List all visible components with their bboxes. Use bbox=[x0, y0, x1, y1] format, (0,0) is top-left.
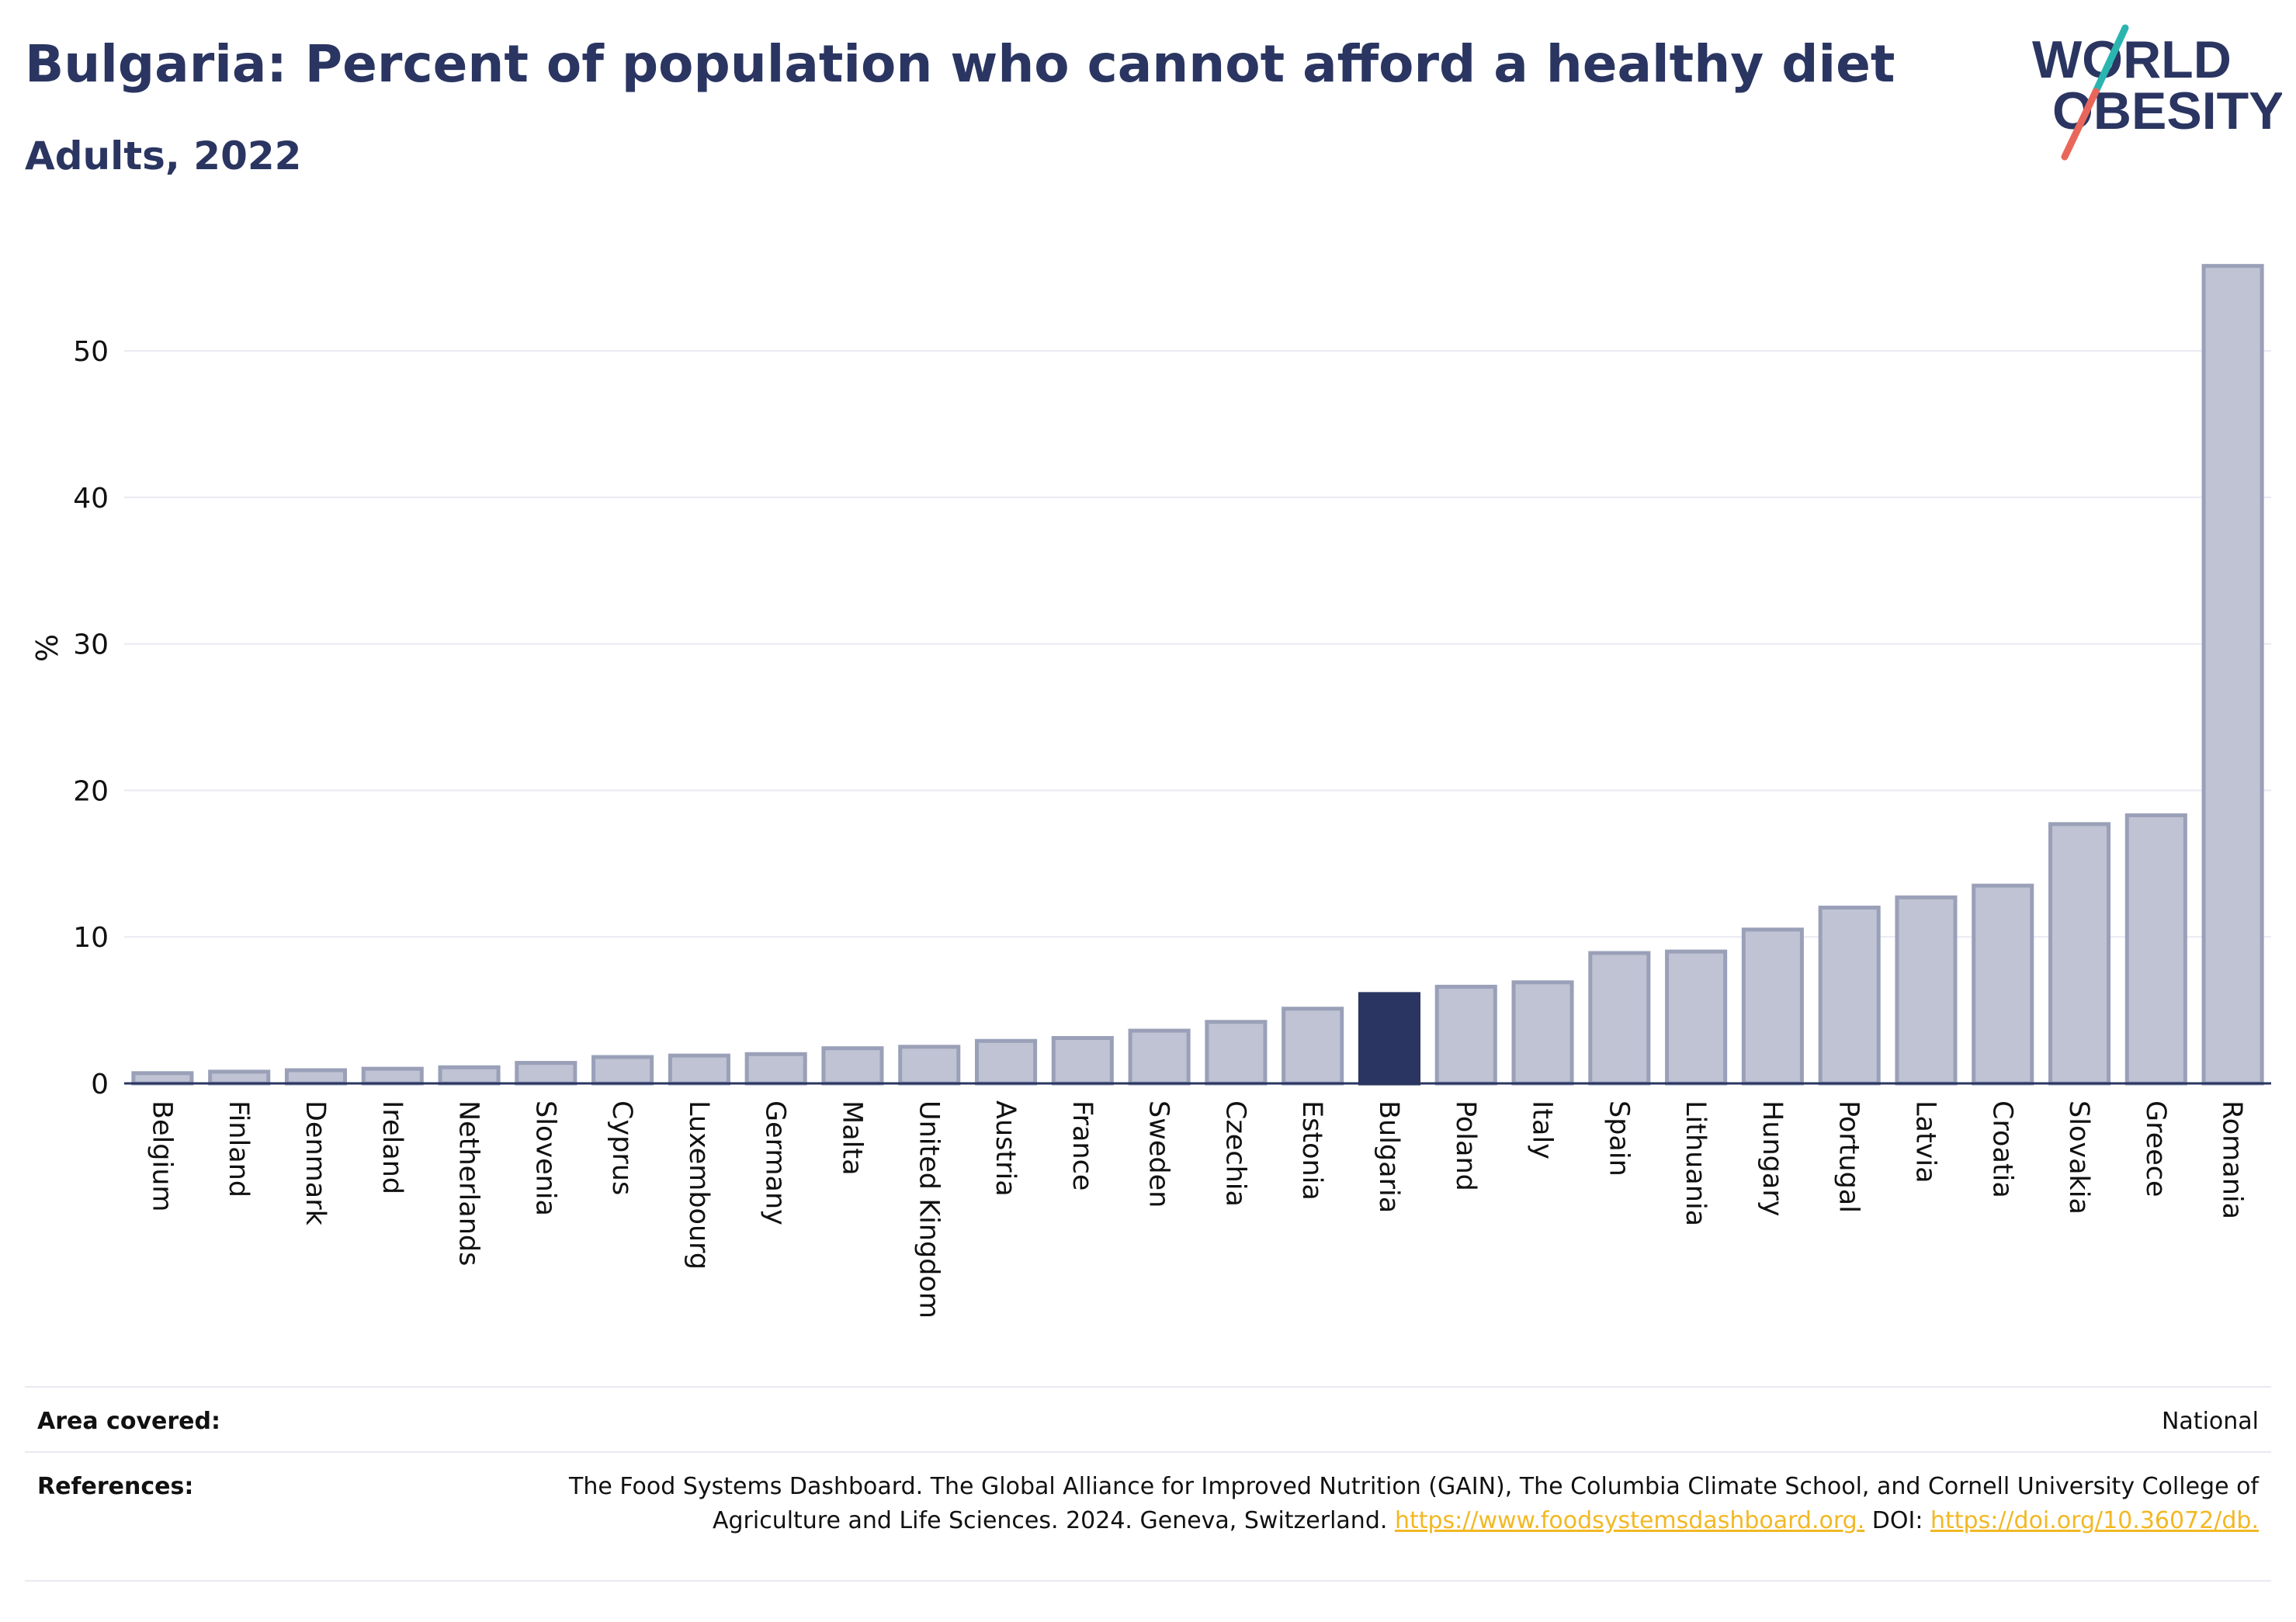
bar-hungary[interactable] bbox=[1743, 930, 1802, 1083]
x-tick-label: Greece bbox=[2140, 1100, 2171, 1197]
bar-belgium[interactable] bbox=[134, 1073, 192, 1083]
x-tick-label: Slovenia bbox=[529, 1100, 560, 1216]
y-tick-label: 30 bbox=[73, 629, 109, 661]
x-tick-label: Slovakia bbox=[2063, 1100, 2094, 1215]
x-tick-label: Italy bbox=[1527, 1100, 1558, 1159]
y-tick-label: 0 bbox=[91, 1069, 109, 1100]
bar-italy[interactable] bbox=[1514, 983, 1572, 1083]
bar-sweden[interactable] bbox=[1130, 1031, 1188, 1083]
x-tick-label: Lithuania bbox=[1680, 1100, 1711, 1226]
bar-france[interactable] bbox=[1053, 1038, 1112, 1083]
x-tick-label: Belgium bbox=[146, 1100, 177, 1212]
footer-divider-middle bbox=[25, 1451, 2271, 1453]
y-axis-label: % bbox=[30, 634, 64, 662]
bar-latvia[interactable] bbox=[1897, 897, 1955, 1083]
bar-bulgaria[interactable] bbox=[1360, 994, 1418, 1083]
x-tick-label: Spain bbox=[1603, 1100, 1634, 1177]
bar-portugal[interactable] bbox=[1820, 907, 1878, 1083]
bar-spain[interactable] bbox=[1590, 953, 1649, 1083]
x-tick-label: Netherlands bbox=[453, 1100, 484, 1266]
bar-ireland[interactable] bbox=[363, 1069, 421, 1083]
x-tick-label: Germany bbox=[760, 1100, 791, 1225]
bar-estonia[interactable] bbox=[1284, 1009, 1342, 1083]
x-tick-label: Denmark bbox=[300, 1100, 331, 1226]
area-covered-value: National bbox=[2162, 1405, 2259, 1439]
bar-finland[interactable] bbox=[210, 1072, 269, 1083]
x-tick-label: Latvia bbox=[1909, 1100, 1941, 1184]
x-tick-label: Ireland bbox=[376, 1100, 408, 1194]
x-tick-label: Finland bbox=[223, 1100, 254, 1197]
references-label: References: bbox=[37, 1473, 193, 1500]
bar-luxembourg[interactable] bbox=[670, 1055, 728, 1083]
x-tick-label: Romania bbox=[2217, 1100, 2248, 1219]
x-tick-label: Luxembourg bbox=[683, 1100, 714, 1270]
y-tick-label: 40 bbox=[73, 483, 109, 515]
bar-layer bbox=[134, 266, 2262, 1083]
x-tick-label: Estonia bbox=[1296, 1100, 1327, 1201]
y-tick-layer: 0 10 20 30 40 50 bbox=[73, 336, 109, 1100]
bar-slovakia[interactable] bbox=[2050, 824, 2108, 1083]
references-row: References: The Food Systems Dashboard. … bbox=[25, 1467, 2271, 1583]
grid-layer bbox=[124, 351, 2271, 937]
x-tick-label: Croatia bbox=[1986, 1100, 2017, 1198]
footer-divider-bottom bbox=[25, 1580, 2271, 1582]
x-tick-label: Portugal bbox=[1833, 1100, 1864, 1213]
bar-greece[interactable] bbox=[2127, 816, 2185, 1083]
bar-united-kingdom[interactable] bbox=[900, 1047, 959, 1083]
x-tick-label: Hungary bbox=[1757, 1100, 1788, 1216]
x-tick-label: Austria bbox=[990, 1100, 1021, 1197]
x-tick-label: Poland bbox=[1450, 1100, 1481, 1191]
footer-divider-top bbox=[25, 1386, 2271, 1388]
bar-chart: 0 10 20 30 40 50 Belgium Finland Denmark Ireland… bbox=[0, 0, 2296, 1366]
x-tick-label: Bulgaria bbox=[1373, 1100, 1404, 1213]
bar-netherlands[interactable] bbox=[440, 1067, 498, 1083]
bar-croatia[interactable] bbox=[1974, 886, 2032, 1083]
y-tick-label: 20 bbox=[73, 775, 109, 807]
references-value: The Food Systems Dashboard. The Global A… bbox=[551, 1470, 2259, 1538]
x-tick-label: United Kingdom bbox=[913, 1100, 944, 1319]
bar-poland[interactable] bbox=[1437, 986, 1495, 1083]
references-link-doi[interactable]: https://doi.org/10.36072/db. bbox=[1930, 1507, 2259, 1534]
x-tick-label: Sweden bbox=[1143, 1100, 1174, 1208]
references-link-dashboard[interactable]: https://www.foodsystemsdashboard.org. bbox=[1395, 1507, 1864, 1534]
bar-denmark[interactable] bbox=[286, 1070, 345, 1083]
x-tick-label: Cyprus bbox=[606, 1100, 637, 1195]
bar-romania[interactable] bbox=[2204, 266, 2262, 1083]
area-covered-label: Area covered: bbox=[37, 1408, 220, 1435]
x-tick-label: Czechia bbox=[1219, 1100, 1250, 1207]
area-covered-row: Area covered: National bbox=[25, 1402, 2271, 1445]
bar-cyprus[interactable] bbox=[594, 1057, 652, 1083]
bar-germany[interactable] bbox=[747, 1054, 805, 1083]
x-tick-label: France bbox=[1066, 1100, 1098, 1191]
references-doi-label: DOI: bbox=[1864, 1507, 1930, 1534]
bar-lithuania[interactable] bbox=[1667, 951, 1725, 1083]
x-tick-layer: Belgium Finland Denmark Ireland Netherlands S… bbox=[146, 1100, 2247, 1319]
y-tick-label: 10 bbox=[73, 922, 109, 954]
x-tick-label: Malta bbox=[836, 1100, 867, 1176]
bar-slovenia[interactable] bbox=[517, 1063, 575, 1083]
y-tick-label: 50 bbox=[73, 336, 109, 368]
bar-austria[interactable] bbox=[976, 1041, 1035, 1083]
bar-malta[interactable] bbox=[824, 1048, 882, 1083]
bar-czechia[interactable] bbox=[1207, 1022, 1265, 1083]
